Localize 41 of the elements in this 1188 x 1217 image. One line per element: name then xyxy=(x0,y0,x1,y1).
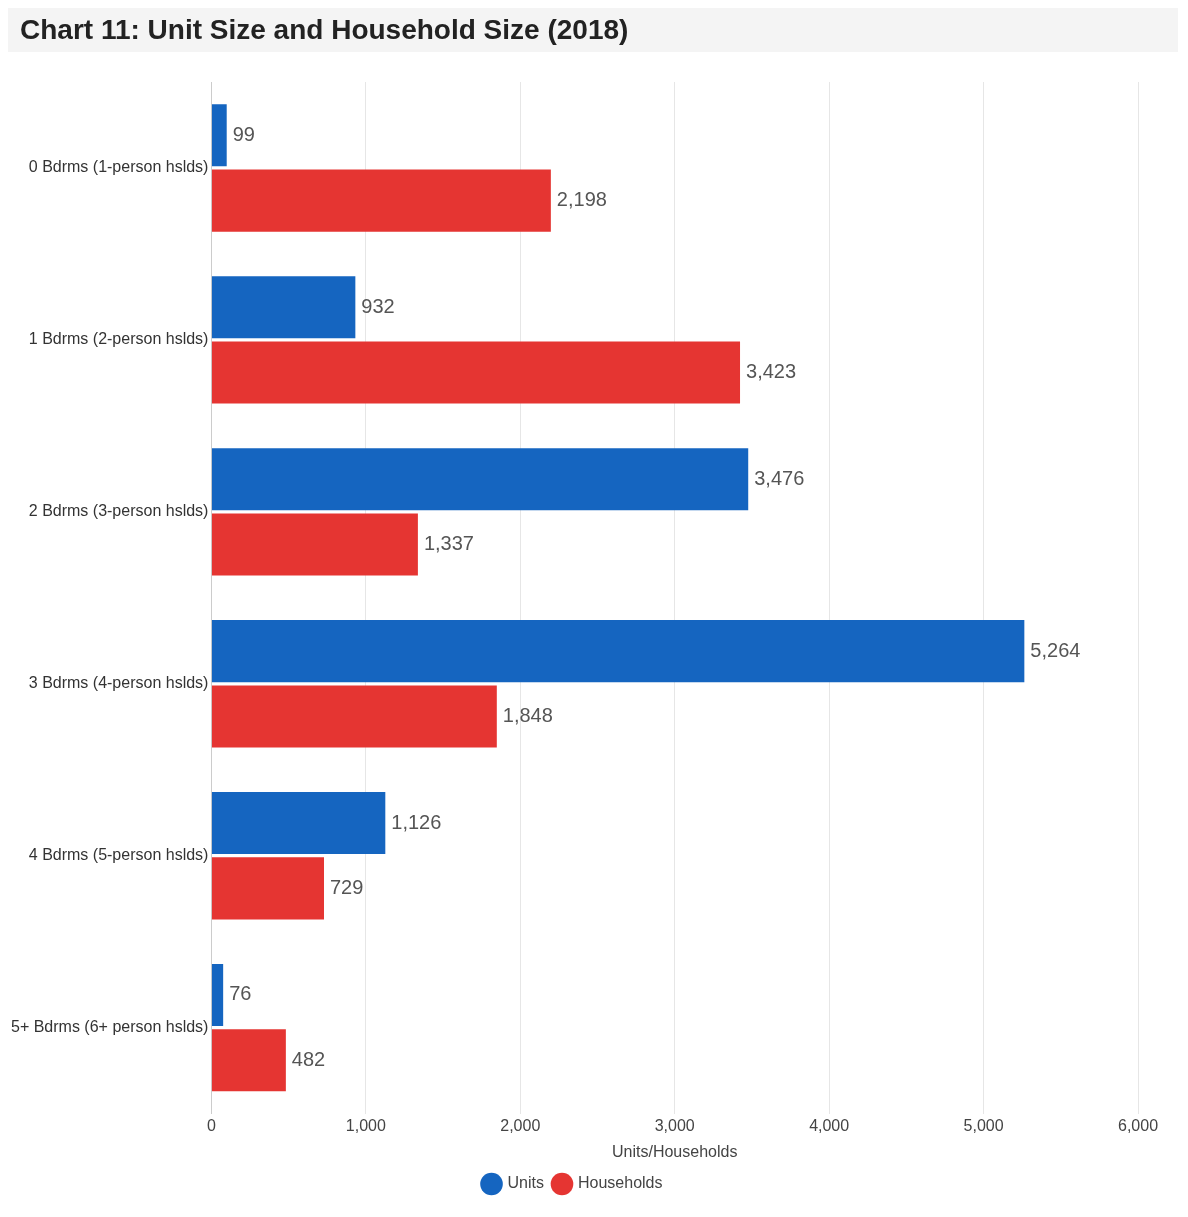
data-label: 729 xyxy=(330,875,364,898)
y-tick-label: 3 Bdrms (4-person hslds) xyxy=(28,674,209,692)
bar xyxy=(211,104,227,167)
data-label: 1,848 xyxy=(502,703,553,726)
data-label: 1,126 xyxy=(391,810,442,833)
x-axis-title: Units/Households xyxy=(612,1142,738,1160)
data-label: 3,423 xyxy=(746,360,797,383)
x-tick-label: 0 xyxy=(206,1116,216,1134)
y-tick-label: 5+ Bdrms (6+ person hslds) xyxy=(11,1018,209,1036)
x-tick-label: 5,000 xyxy=(963,1116,1004,1134)
bar xyxy=(211,963,224,1026)
y-tick-label: 0 Bdrms (1-person hslds) xyxy=(28,158,209,176)
bar xyxy=(211,169,551,232)
legend-label: Units xyxy=(507,1174,544,1192)
x-tick-label: 4,000 xyxy=(809,1116,850,1134)
data-label: 3,476 xyxy=(754,466,805,489)
y-tick-label: 1 Bdrms (2-person hslds) xyxy=(28,330,209,348)
x-tick-label: 1,000 xyxy=(345,1116,386,1134)
data-label: 5,264 xyxy=(1030,638,1081,661)
bar xyxy=(211,448,749,511)
x-tick-label: 3,000 xyxy=(654,1116,695,1134)
data-label: 482 xyxy=(291,1047,326,1070)
bar xyxy=(211,1029,286,1092)
bar xyxy=(211,513,418,576)
data-label: 932 xyxy=(361,294,395,317)
bar xyxy=(211,276,356,339)
x-tick-label: 6,000 xyxy=(1117,1116,1159,1134)
data-label: 76 xyxy=(229,982,252,1005)
bar xyxy=(211,341,741,404)
bar xyxy=(211,792,386,855)
data-label: 1,337 xyxy=(423,532,474,555)
bar xyxy=(211,685,497,748)
legend-label: Households xyxy=(577,1174,663,1192)
data-label: 99 xyxy=(232,122,255,145)
y-tick-label: 4 Bdrms (5-person hslds) xyxy=(28,846,209,864)
x-tick-label: 2,000 xyxy=(500,1116,541,1134)
chart-title: Chart 11: Unit Size and Household Size (2018) xyxy=(8,8,1178,52)
data-label: 2,198 xyxy=(556,188,607,211)
bar xyxy=(211,857,324,920)
bar xyxy=(211,620,1025,683)
y-tick-label: 2 Bdrms (3-person hslds) xyxy=(28,502,209,520)
